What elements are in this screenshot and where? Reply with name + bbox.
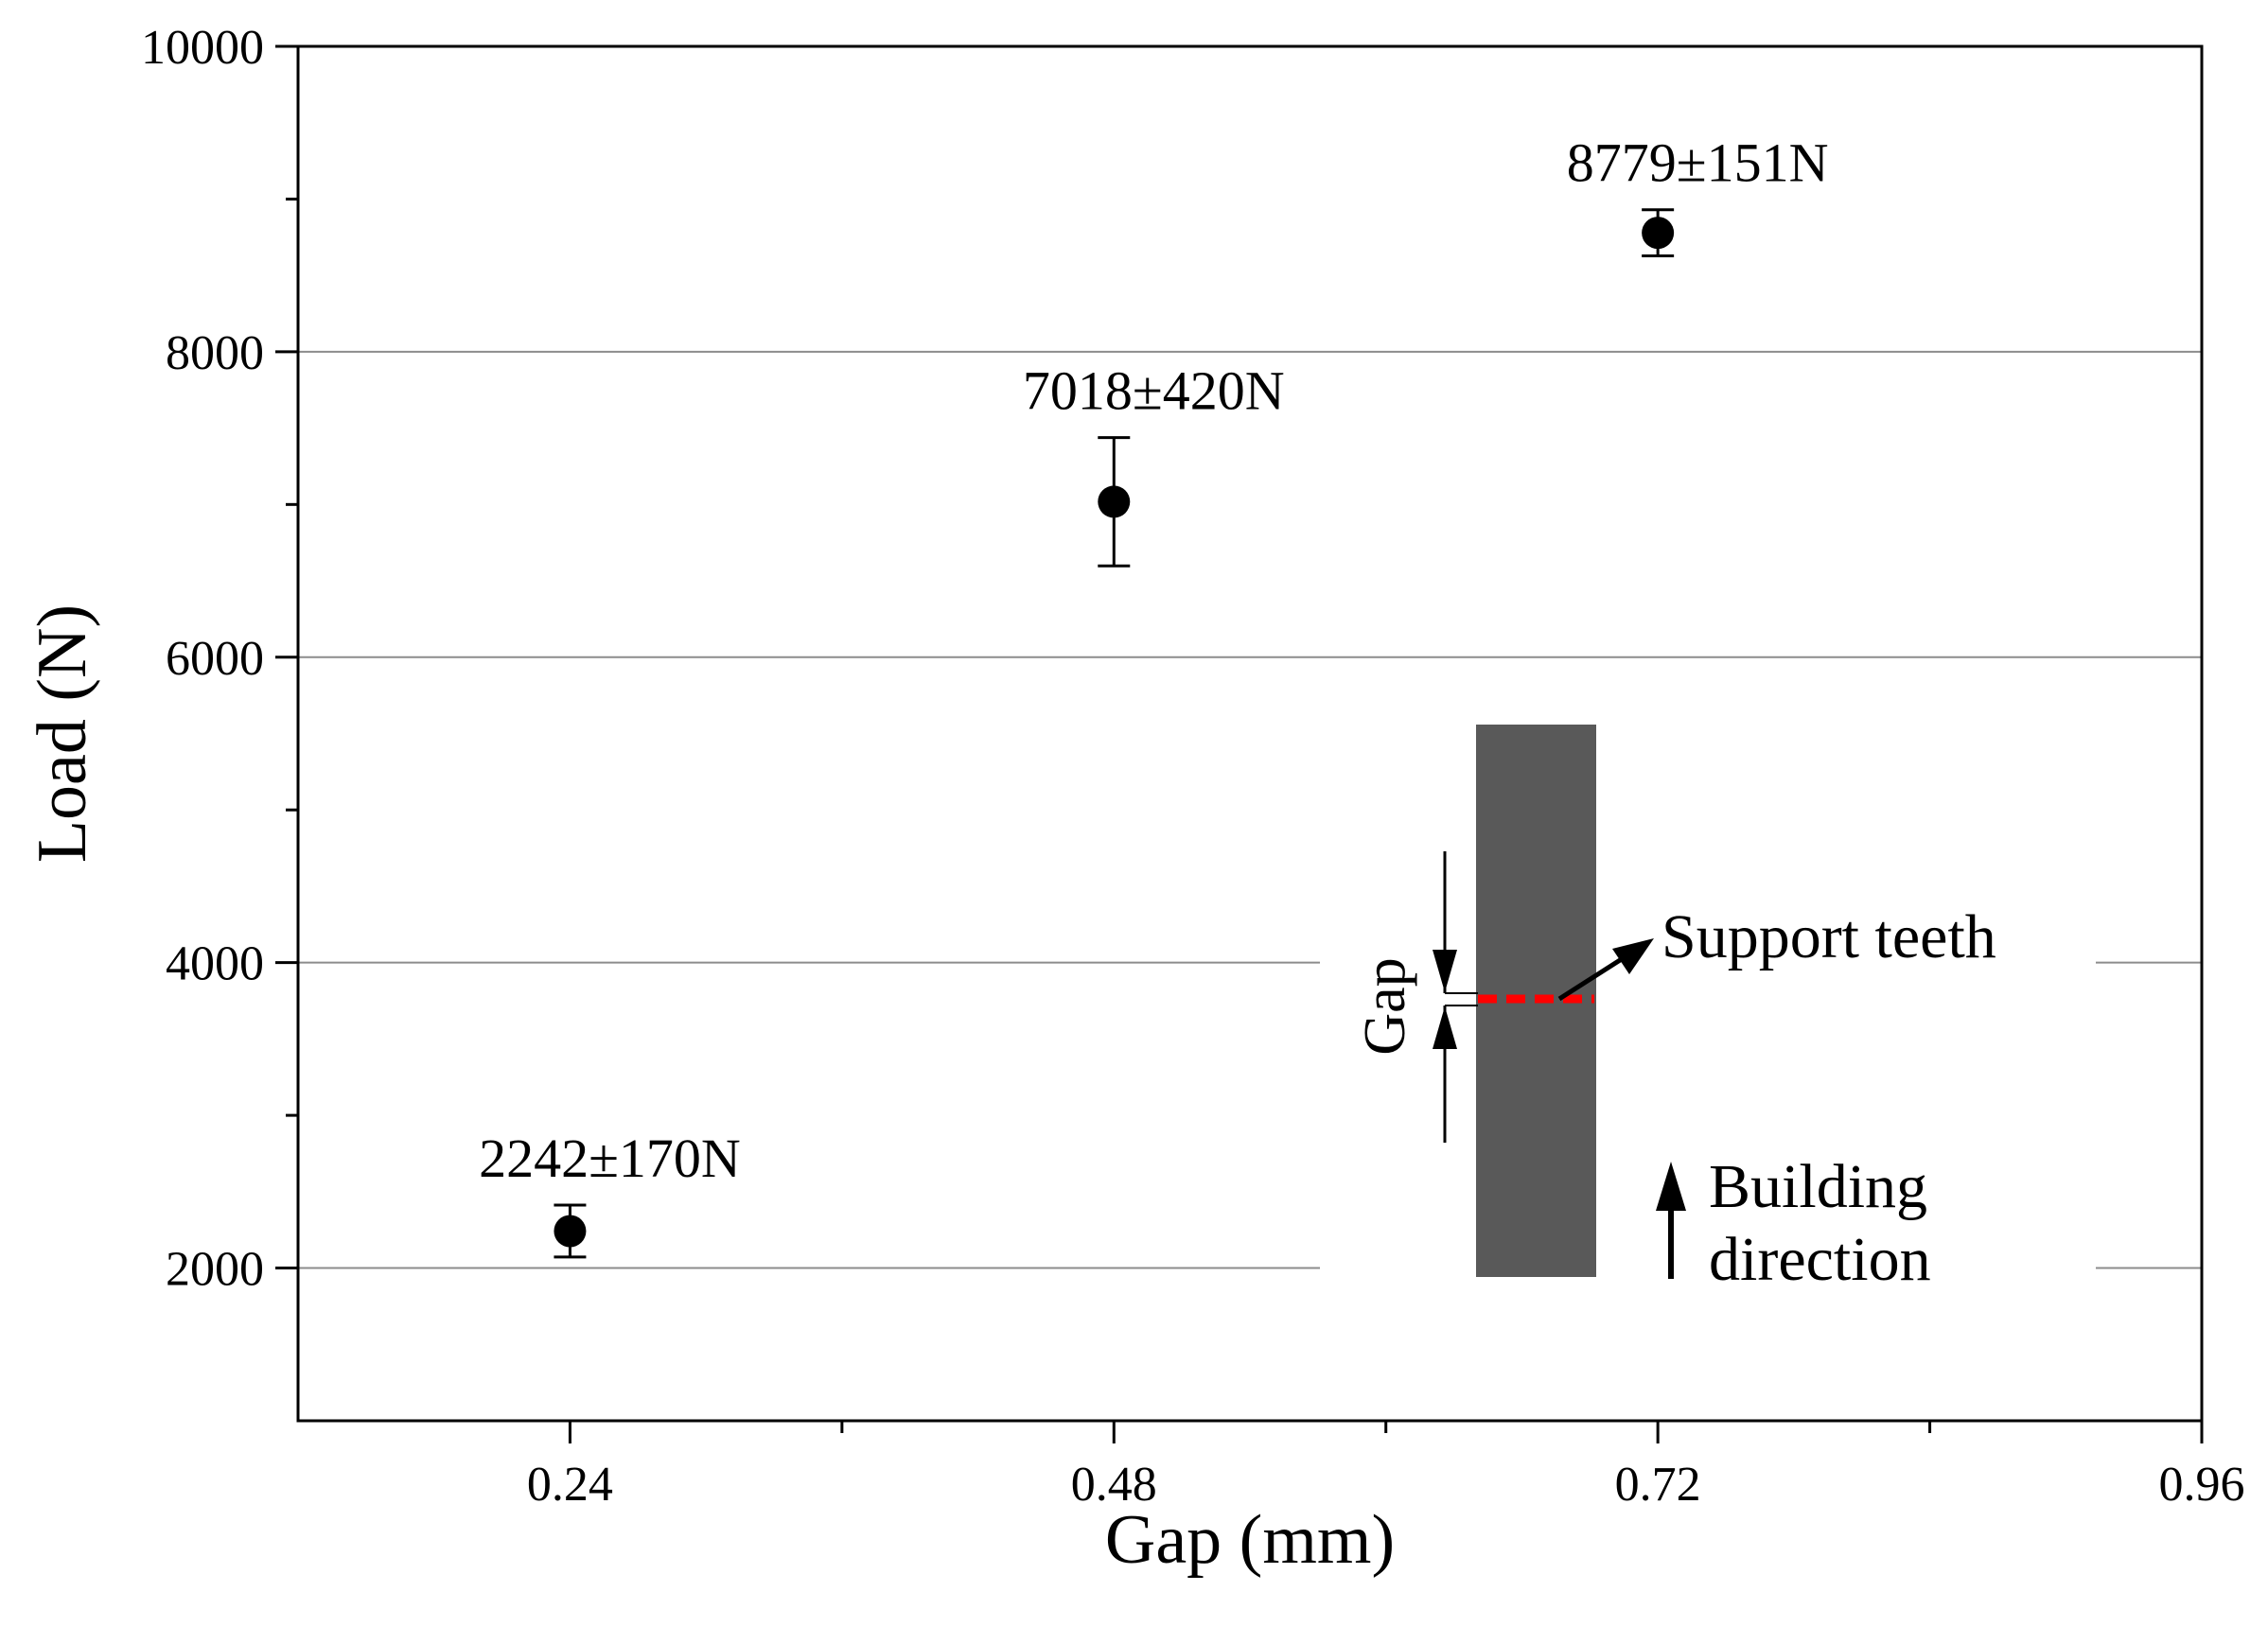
data-label-1: 7018±420N (1023, 360, 1285, 422)
x-tick-label-0.24: 0.24 (527, 1458, 613, 1512)
data-point-1 (1098, 485, 1131, 518)
y-tick-label-6000: 6000 (166, 632, 264, 686)
gap-arrow-up (1433, 1006, 1457, 1049)
data-label-0: 2242±170N (479, 1128, 741, 1189)
support-teeth-label: Support teeth (1661, 902, 1996, 971)
building-direction-label-line2: direction (1709, 1225, 1931, 1294)
y-tick-label-8000: 8000 (166, 326, 264, 380)
x-tick-label-0.72: 0.72 (1615, 1458, 1701, 1512)
support-teeth-arrow-shaft (1557, 953, 1629, 1002)
building-direction-label-line1: Building (1709, 1152, 1927, 1221)
x-axis-title: Gap (mm) (1105, 1501, 1395, 1579)
x-tick-label-0.96: 0.96 (2159, 1458, 2245, 1512)
y-axis-title: Load (N) (24, 604, 101, 863)
axis-labels: Gap (mm) Load (N) (24, 604, 1395, 1579)
y-tick-label-10000: 10000 (141, 21, 264, 75)
x-tick-label-0.48: 0.48 (1071, 1458, 1157, 1512)
gap-arrow-down (1433, 950, 1457, 992)
y-tick-label-2000: 2000 (166, 1243, 264, 1297)
gap-inset-label: Gap (1353, 957, 1417, 1055)
inset-backdrop (1320, 662, 2096, 1324)
data-label-2: 8779±151N (1567, 132, 1829, 194)
data-series: 2242±170N 7018±420N 8779±151N (479, 132, 1829, 1259)
y-tick-label-4000: 4000 (166, 937, 264, 991)
data-point-0 (554, 1215, 587, 1248)
data-point-2 (1642, 217, 1675, 250)
plot-frame (296, 44, 2204, 1423)
building-direction-arrow-head (1656, 1162, 1686, 1211)
support-teeth-arrow-head (1612, 938, 1654, 974)
axes: 0.24 0.48 0.72 0.96 2000 4000 6000 8000 10000 (141, 21, 2245, 1512)
